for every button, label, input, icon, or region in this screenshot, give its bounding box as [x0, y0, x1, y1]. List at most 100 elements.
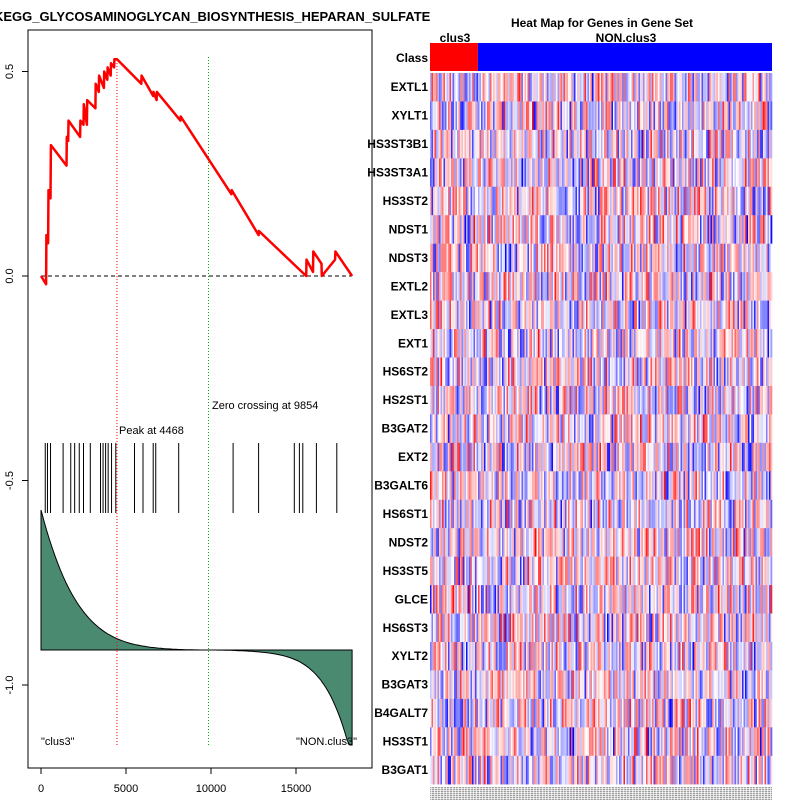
heatmap-cell — [512, 215, 515, 244]
heatmap-cell — [508, 101, 510, 131]
heatmap-cell — [535, 186, 537, 216]
heatmap-cell — [769, 215, 771, 244]
heatmap-cell — [565, 357, 567, 387]
heatmap-cell — [733, 471, 735, 500]
heatmap-cell — [589, 442, 591, 472]
heatmap-cell — [635, 613, 638, 643]
heatmap-cell — [730, 73, 732, 102]
heatmap-cell — [745, 272, 747, 301]
heatmap-cell — [473, 499, 476, 529]
heatmap-cell — [673, 243, 675, 273]
heatmap-cell — [490, 642, 492, 671]
heatmap-cell — [586, 243, 588, 273]
heatmap-cell — [730, 613, 732, 643]
heatmap-cell — [647, 556, 650, 586]
heatmap-cell — [751, 186, 753, 216]
heatmap-cell — [628, 414, 630, 444]
heatmap-cell — [706, 129, 708, 159]
heatmap-cell — [719, 528, 722, 557]
heatmap-cell — [517, 215, 519, 244]
heatmap-cell — [608, 243, 611, 273]
class-group-label-clus3: clus3 — [440, 31, 471, 45]
heatmap-cell — [551, 215, 554, 244]
heatmap-cell — [472, 385, 474, 415]
heatmap-cell — [608, 357, 611, 387]
heatmap-cell — [520, 442, 522, 472]
heatmap-cell — [446, 243, 449, 273]
heatmap-cell — [616, 129, 618, 159]
heatmap-cell — [754, 300, 756, 330]
heatmap-cell — [769, 499, 771, 529]
heatmap-cell — [674, 528, 677, 557]
heatmap-cell — [454, 585, 456, 614]
heatmap-cell — [577, 215, 579, 244]
heatmap-cell — [464, 215, 467, 244]
heatmap-cell — [665, 329, 668, 358]
heatmap-cell — [698, 243, 701, 273]
heatmap-cell — [469, 300, 471, 330]
heatmap-cell — [613, 613, 615, 643]
heatmap-cell — [739, 556, 741, 586]
heatmap-cell — [560, 556, 563, 586]
heatmap-cell — [616, 613, 618, 643]
heatmap-cell — [581, 528, 584, 557]
heatmap-cell — [638, 528, 641, 557]
heatmap-cell — [604, 613, 606, 643]
heatmap-cell — [647, 243, 650, 273]
heatmap-cell — [589, 101, 591, 131]
heatmap-cell — [568, 300, 570, 330]
heatmap-cell — [740, 613, 743, 643]
heatmap-cell — [562, 642, 564, 671]
heatmap-cell — [689, 129, 692, 159]
heatmap-cell — [433, 385, 435, 415]
heatmap-cell — [674, 243, 677, 273]
heatmap-cell — [557, 101, 560, 131]
heatmap-row — [430, 158, 773, 187]
heatmap-cell — [487, 385, 489, 415]
heatmap-cell — [680, 272, 683, 301]
heatmap-cell — [763, 556, 765, 586]
heatmap-cell — [682, 585, 684, 614]
heatmap-cell — [446, 186, 449, 216]
heatmap-cell — [548, 613, 551, 643]
heatmap-row — [430, 528, 773, 557]
heatmap-cell — [469, 528, 471, 557]
heatmap-cell — [547, 272, 549, 301]
heatmap-cell — [737, 642, 740, 671]
heatmap-cell — [592, 73, 594, 102]
heatmap-cell — [592, 528, 594, 557]
heatmap-cell — [574, 73, 576, 102]
heatmap-cell — [556, 642, 558, 671]
heatmap-cell — [758, 613, 761, 643]
heatmap-cell — [710, 499, 713, 529]
heatmap-cell — [478, 613, 480, 643]
heatmap-cell — [754, 215, 756, 244]
heatmap-cell — [592, 585, 594, 614]
heatmap-cell — [599, 385, 602, 415]
heatmap-cell — [596, 73, 599, 102]
heatmap-cell — [728, 243, 731, 273]
heatmap-cell — [682, 73, 684, 102]
heatmap-cell — [524, 642, 527, 671]
heatmap-row — [430, 670, 773, 700]
heatmap-cell — [544, 442, 546, 472]
heatmap-cell — [530, 243, 533, 273]
heatmap-cell — [487, 613, 489, 643]
heatmap-cell — [557, 385, 560, 415]
heatmap-cell — [635, 129, 638, 159]
heatmap-cell — [659, 357, 662, 387]
heatmap-cell — [596, 613, 599, 643]
heatmap-cell — [653, 272, 656, 301]
heatmap-cell — [691, 73, 693, 102]
heatmap-cell — [445, 471, 447, 500]
heatmap-cell — [665, 215, 668, 244]
heatmap-cell — [646, 528, 648, 557]
heatmap-cell — [466, 215, 468, 244]
class-row-label: Class — [396, 51, 428, 65]
heatmap-cell — [673, 442, 675, 472]
heatmap-cell — [655, 129, 657, 159]
heatmap-cell — [614, 357, 617, 387]
heatmap-cell — [542, 613, 545, 643]
heatmap-cell — [445, 243, 447, 273]
heatmap-cell — [767, 329, 770, 358]
